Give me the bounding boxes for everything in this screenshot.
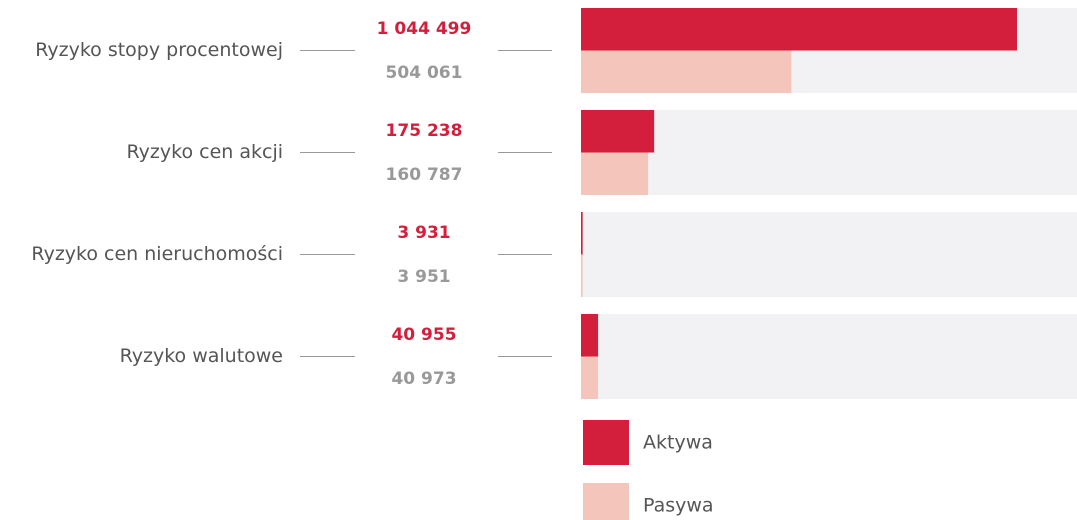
value-label: 504 061: [386, 63, 463, 83]
legend-swatch: [583, 420, 629, 465]
bar: [581, 314, 599, 357]
value-label: 175 238: [386, 121, 463, 141]
bar: [581, 50, 792, 93]
legend-swatch: [583, 483, 629, 520]
bar: [581, 8, 1017, 51]
bar: [581, 110, 655, 153]
value-label: 3 931: [397, 223, 450, 243]
value-label: 1 044 499: [377, 19, 472, 39]
category-label: Ryzyko walutowe: [120, 345, 283, 367]
category-label: Ryzyko stopy procentowej: [35, 39, 283, 61]
category-label: Ryzyko cen nieruchomości: [31, 243, 283, 265]
bar: [581, 152, 649, 195]
legend-label: Pasywa: [643, 495, 714, 517]
track: [581, 110, 1077, 195]
bar: [581, 212, 583, 255]
value-label: 40 955: [391, 325, 456, 345]
value-label: 3 951: [397, 267, 450, 287]
track: [581, 314, 1077, 399]
category-label: Ryzyko cen akcji: [127, 141, 283, 163]
value-label: 40 973: [391, 369, 456, 389]
bar: [581, 356, 599, 399]
legend-label: Aktywa: [643, 432, 713, 454]
bar: [581, 254, 583, 297]
value-label: 160 787: [386, 165, 463, 185]
track: [581, 212, 1077, 297]
